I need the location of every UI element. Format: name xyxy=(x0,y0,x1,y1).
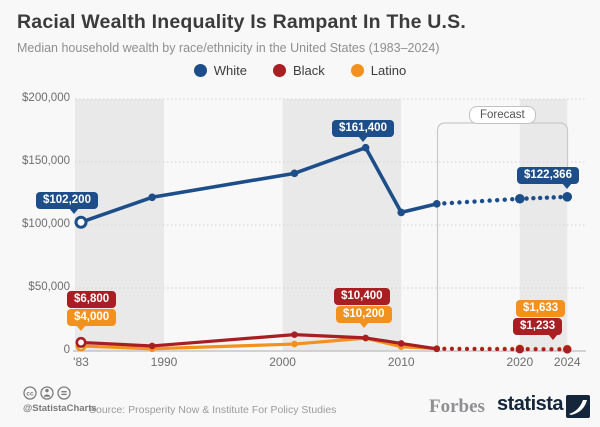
y-axis-label: $100,000 xyxy=(22,218,70,230)
page-title: Racial Wealth Inequality Is Rampant In T… xyxy=(17,11,466,33)
equal-icon xyxy=(57,386,71,400)
svg-text:cc: cc xyxy=(26,390,34,397)
value-badge: $4,000 xyxy=(67,309,117,332)
value-badge: $102,200 xyxy=(36,192,98,215)
attribution-icon xyxy=(40,386,54,400)
value-badge: $1,233 xyxy=(513,318,563,341)
badge-pointer xyxy=(561,183,572,190)
x-axis-label: '83 xyxy=(73,355,89,369)
page-subtitle: Median household wealth by race/ethnicit… xyxy=(17,41,440,55)
legend-item-black: Black xyxy=(273,63,325,78)
legend-label: Black xyxy=(293,63,325,78)
legend-dot-icon xyxy=(350,64,364,77)
decade-bands xyxy=(75,99,568,351)
y-axis-label: $150,000 xyxy=(22,155,70,167)
badge-pointer xyxy=(75,325,86,332)
value-badge: $10,200 xyxy=(336,306,392,329)
x-axis-label: 2000 xyxy=(269,355,296,369)
legend-dot-icon xyxy=(193,64,207,77)
statista-wordmark: statista xyxy=(497,393,564,415)
badge-pointer xyxy=(358,322,369,329)
value-badge: $1,633 xyxy=(516,300,566,318)
series-white xyxy=(74,143,573,229)
badge-pointer xyxy=(69,208,80,215)
value-badge: $161,400 xyxy=(332,120,394,143)
x-axis-label: 2010 xyxy=(387,355,415,369)
y-axis-label: 0 xyxy=(63,344,70,356)
source-text: Source: Prosperity Now & Institute For P… xyxy=(89,404,337,416)
legend-item-white: White xyxy=(193,63,247,78)
x-axis-label: 1990 xyxy=(150,355,178,369)
y-axis-label: $200,000 xyxy=(22,92,70,104)
legend-label: Latino xyxy=(370,63,407,78)
badge-pointer xyxy=(548,334,559,341)
badge-pointer xyxy=(357,136,368,143)
forecast-label: Forecast xyxy=(469,106,536,124)
legend-dot-icon xyxy=(273,64,286,77)
legend-item-latino: Latino xyxy=(350,63,407,78)
x-axis-label: 2020 xyxy=(506,355,534,369)
legend: White Black Latino xyxy=(0,63,600,78)
statista-logo-icon xyxy=(566,395,590,418)
x-axis-label: 2024 xyxy=(553,355,581,369)
cc-icon: cc xyxy=(23,386,37,400)
legend-label: White xyxy=(213,63,247,78)
value-badge: $122,366 xyxy=(517,167,579,190)
value-badge: $10,400 xyxy=(334,288,390,306)
gridlines xyxy=(73,98,586,352)
forbes-logo: Forbes xyxy=(429,396,485,417)
series-black xyxy=(75,331,572,354)
value-badge: $6,800 xyxy=(67,291,117,309)
statista-handle: @StatistaCharts xyxy=(23,403,97,414)
license-icons: cc xyxy=(23,386,71,400)
y-axis-label: $50,000 xyxy=(28,281,70,293)
